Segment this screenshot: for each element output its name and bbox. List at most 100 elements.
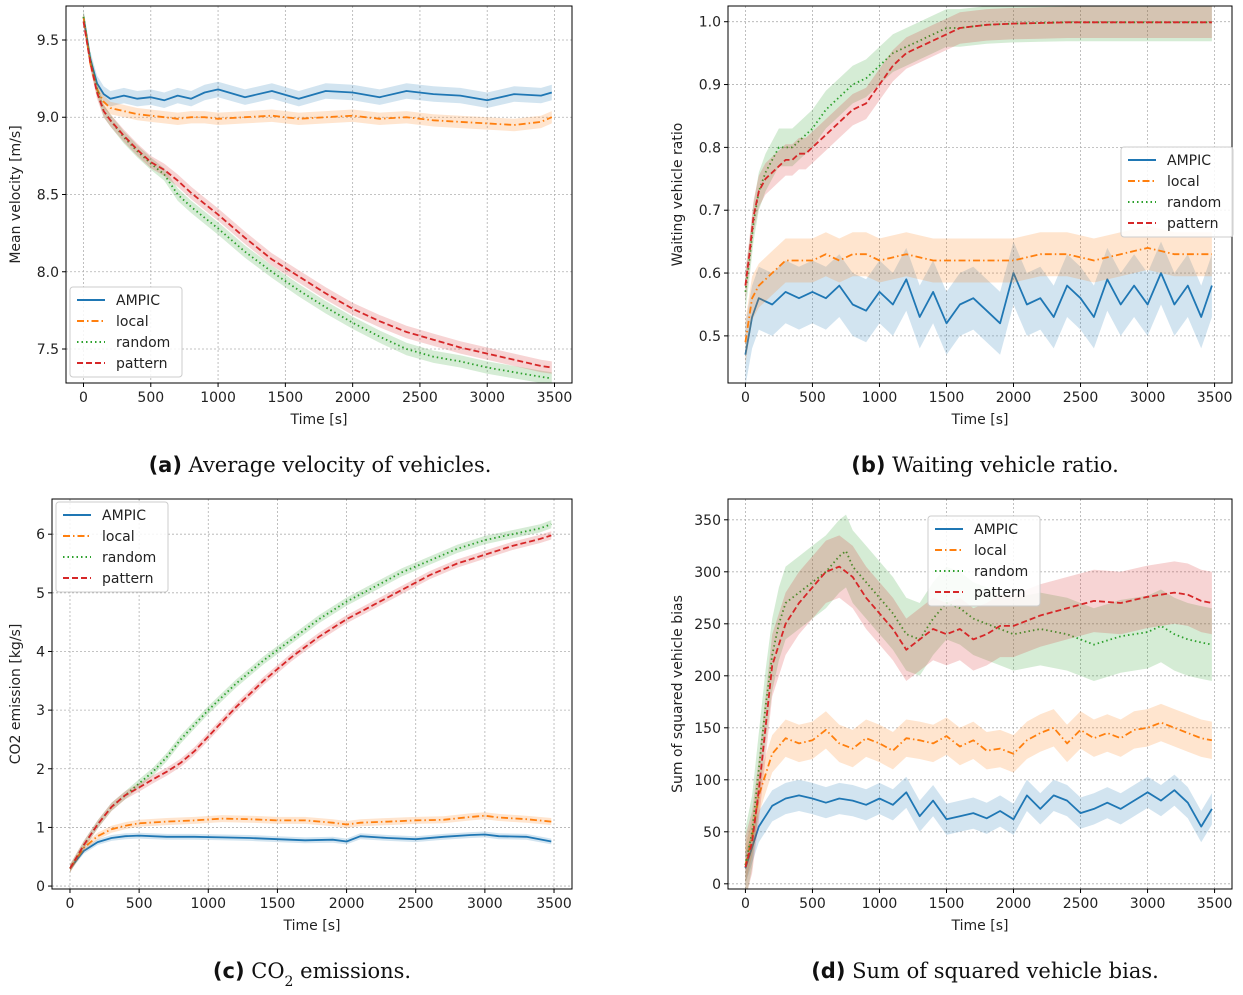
y-tick-label: 250 — [694, 617, 721, 633]
legend: AMPIC local random pattern — [69, 286, 183, 378]
y-tick-label: 300 — [694, 565, 721, 581]
plot-area — [744, 514, 1213, 889]
series-line-pattern — [82, 21, 552, 369]
chart-panel-c: 0 500 1000 1500 2000 2500 3000 3500 0 1 2 3 4 5 6 Time … — [8, 498, 573, 990]
y-axis-label: Waiting vehicle ratio — [670, 123, 686, 267]
caption-subscript: 2 — [285, 974, 294, 990]
y-tick-label: 0.8 — [699, 140, 721, 156]
legend-label: AMPIC — [102, 508, 146, 524]
axes-frame — [51, 498, 573, 890]
x-tick-label: 1500 — [929, 896, 965, 912]
plot-area — [744, 6, 1213, 383]
x-tick-label: 0 — [741, 896, 750, 912]
series-line-pattern — [744, 21, 1212, 286]
series-band-ampic — [83, 9, 552, 109]
y-tick-label: 8.0 — [37, 265, 59, 281]
series-line-pattern — [744, 565, 1213, 868]
x-tick-label: 3500 — [1197, 390, 1233, 406]
legend-box — [69, 286, 183, 378]
y-tick-label: 8.5 — [37, 188, 59, 204]
legend: AMPIC local random pattern — [55, 501, 169, 593]
x-tick-label: 2500 — [1063, 390, 1099, 406]
y-tick-label: 1.0 — [699, 15, 721, 31]
x-tick-label: 2500 — [398, 896, 434, 912]
legend-box — [927, 515, 1041, 607]
x-tick-label: 1000 — [862, 390, 898, 406]
y-tick-label: 0.6 — [699, 266, 721, 282]
caption-label: (b) — [851, 453, 885, 477]
y-tick-label: 0.7 — [699, 203, 721, 219]
legend-label: random — [974, 564, 1028, 580]
caption-label: (c) — [213, 959, 245, 983]
y-tick-label: 1 — [36, 820, 45, 836]
legend-label: random — [102, 550, 156, 566]
y-tick-label: 0.5 — [699, 329, 721, 345]
y-tick-label: 0 — [36, 879, 45, 895]
chart-panel-b: 0 500 1000 1500 2000 2500 3000 3500 0.5 0.6 0.7 0.8… — [670, 5, 1234, 477]
series-band-ampic — [745, 241, 1212, 383]
series-line-ampic — [69, 833, 552, 870]
y-tick-label: 50 — [703, 825, 721, 841]
caption-space — [245, 959, 252, 983]
legend-label: AMPIC — [1167, 153, 1211, 169]
series-line-pattern — [69, 534, 552, 869]
legend: AMPIC local random pattern — [1120, 146, 1234, 238]
y-tick-label: 9.5 — [37, 33, 59, 49]
y-tick-label: 3 — [36, 703, 45, 719]
x-tick-label: 2000 — [996, 896, 1032, 912]
axes-frame — [727, 498, 1233, 890]
x-tick-label: 0 — [66, 896, 75, 912]
x-tick-label: 0 — [741, 390, 750, 406]
x-tick-label: 2000 — [329, 896, 365, 912]
y-tick-label: 6 — [36, 527, 45, 543]
series-line-ampic — [744, 789, 1213, 869]
y-tick-label: 350 — [694, 513, 721, 529]
x-tick-label: 2500 — [1063, 896, 1099, 912]
figure-caption: (d) Sum of squared vehicle bias. — [811, 959, 1159, 983]
y-tick-label: 4 — [36, 644, 45, 660]
legend-label: random — [116, 335, 170, 351]
series-band-local — [83, 10, 552, 132]
x-tick-label: 3000 — [467, 896, 503, 912]
legend-label: local — [974, 543, 1007, 559]
caption-space — [845, 959, 852, 983]
figure-caption: (a) Average velocity of vehicles. — [149, 453, 492, 477]
figure-caption: (c) CO2 emissions. — [213, 959, 411, 990]
x-tick-label: 1500 — [929, 390, 965, 406]
y-tick-label: 200 — [694, 669, 721, 685]
x-tick-label: 3000 — [1130, 390, 1166, 406]
legend-label: pattern — [116, 356, 167, 372]
series-band-random — [745, 514, 1212, 889]
x-axis-label: Time [s] — [951, 918, 1009, 934]
legend: AMPIC local random pattern — [927, 515, 1041, 607]
x-axis-label: Time [s] — [951, 412, 1009, 428]
x-axis-label: Time [s] — [283, 918, 341, 934]
series-line-local — [744, 246, 1212, 343]
y-tick-label: 2 — [36, 762, 45, 778]
y-tick-label: 0.9 — [699, 78, 721, 94]
chart-panel-a: 0 500 1000 1500 2000 2500 3000 3500 7.5 8.0 8.5 9.0… — [8, 5, 573, 477]
legend-label: local — [1167, 174, 1200, 190]
y-tick-label: 100 — [694, 773, 721, 789]
caption-label: (d) — [811, 959, 845, 983]
x-tick-label: 3500 — [536, 896, 572, 912]
x-tick-label: 1000 — [862, 896, 898, 912]
x-tick-label: 2000 — [996, 390, 1032, 406]
series-band-ampic — [70, 831, 552, 872]
series-line-ampic — [744, 272, 1213, 355]
y-tick-label: 0 — [712, 877, 721, 893]
legend-label: pattern — [102, 571, 153, 587]
x-tick-label: 1000 — [190, 896, 226, 912]
series-band-ampic — [745, 774, 1212, 884]
caption-space — [885, 453, 892, 477]
caption-text: CO — [251, 959, 284, 983]
series-band-local — [745, 703, 1212, 884]
legend-label: local — [102, 529, 135, 545]
legend-label: local — [116, 314, 149, 330]
x-tick-label: 500 — [126, 896, 153, 912]
x-tick-label: 3000 — [1130, 896, 1166, 912]
x-tick-label: 1000 — [200, 390, 236, 406]
series-band-random — [745, 6, 1212, 311]
x-tick-label: 3500 — [1197, 896, 1233, 912]
